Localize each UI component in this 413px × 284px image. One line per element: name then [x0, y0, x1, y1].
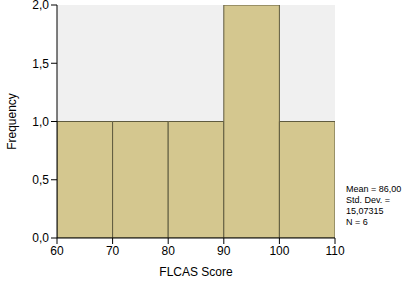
svg-text:1,5: 1,5 [32, 57, 49, 71]
html-text:Std. Dev. = 15,07315: Std. Dev. = 15,07315 [346, 195, 391, 216]
svg-text:1,0: 1,0 [32, 115, 49, 129]
svg-text:60: 60 [50, 244, 64, 258]
html-text:N = 6: N = 6 [346, 217, 368, 227]
svg-text:70: 70 [106, 244, 120, 258]
svg-text:80: 80 [162, 244, 176, 258]
svg-text:Frequency: Frequency [8, 93, 19, 150]
svg-text:0,5: 0,5 [32, 173, 49, 187]
svg-text:FLCAS Score: FLCAS Score [159, 265, 233, 279]
svg-text:0,0: 0,0 [32, 231, 49, 245]
svg-text:90: 90 [217, 244, 231, 258]
svg-text:110: 110 [325, 244, 344, 258]
svg-text:2,0: 2,0 [32, 0, 49, 12]
html-text:Mean = 86,00: Mean = 86,00 [346, 184, 402, 194]
svg-text:100: 100 [269, 244, 289, 258]
